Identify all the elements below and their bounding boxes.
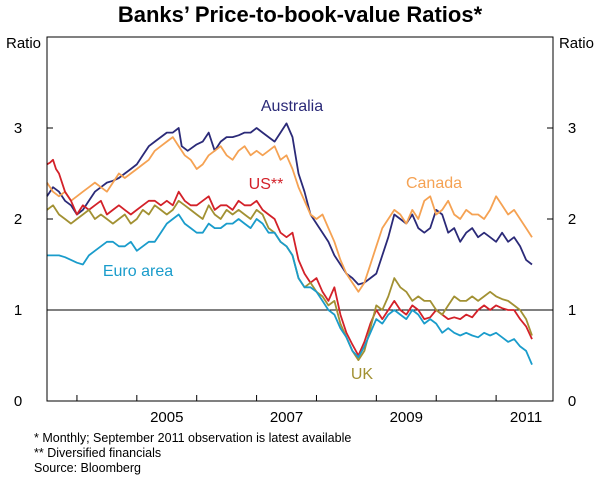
plot-frame (46, 36, 554, 402)
chart-notes: * Monthly; September 2011 observation is… (34, 431, 351, 476)
series-labels: Australia Canada US** UK Euro area (103, 98, 462, 383)
series-lines (46, 122, 533, 365)
y-tick-label-right: 3 (568, 120, 576, 137)
series-line-euro-area (47, 213, 533, 365)
source-note: Source: Bloomberg (34, 461, 142, 475)
x-tick-label: 2005 (150, 409, 183, 426)
series-line-uk (46, 199, 533, 361)
series-line-canada (46, 136, 533, 293)
axis-ticks: 0 0 1 1 2 2 3 3 2005 2007 2009 2011 (14, 120, 576, 426)
footnote-diversified: ** Diversified financials (34, 446, 162, 460)
y-tick-label-left: 1 (14, 302, 22, 319)
y-axis-label-right: Ratio (559, 35, 594, 52)
series-label-canada: Canada (406, 175, 462, 192)
y-tick-label-right: 0 (568, 393, 576, 410)
y-tick-label-right: 2 (568, 211, 576, 228)
x-tick-label: 2007 (270, 409, 303, 426)
series-line-us (46, 158, 533, 357)
series-label-uk: UK (351, 366, 374, 383)
series-label-us: US** (249, 176, 284, 193)
footnote-monthly: * Monthly; September 2011 observation is… (34, 431, 352, 445)
x-tick-label: 2011 (510, 409, 542, 426)
chart-title: Banks’ Price-to-book-value Ratios* (118, 2, 483, 27)
y-tick-label-left: 0 (14, 393, 22, 410)
y-tick-label-left: 3 (14, 120, 22, 137)
x-tick-label: 2009 (390, 409, 423, 426)
series-label-australia: Australia (261, 98, 323, 115)
y-axis-label-left: Ratio (6, 35, 41, 52)
series-line-australia (46, 122, 533, 286)
series-label-euro-area: Euro area (103, 263, 173, 280)
y-tick-label-left: 2 (14, 211, 22, 228)
y-tick-label-right: 1 (568, 302, 576, 319)
chart: Banks’ Price-to-book-value Ratios* Ratio… (6, 2, 594, 426)
